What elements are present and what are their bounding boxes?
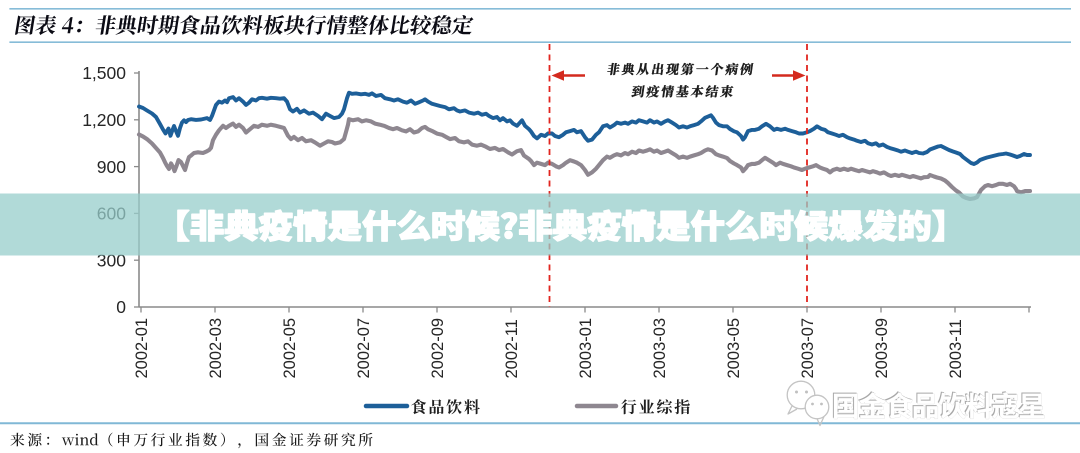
svg-text:2003-11: 2003-11 [947, 319, 965, 378]
svg-text:1,500: 1,500 [82, 63, 126, 83]
svg-text:2002-07: 2002-07 [355, 318, 373, 379]
svg-text:0: 0 [116, 297, 126, 317]
svg-text:2003-09: 2003-09 [873, 318, 891, 379]
svg-text:2002-01: 2002-01 [133, 318, 151, 379]
svg-text:2003-07: 2003-07 [799, 318, 817, 379]
svg-text:2002-11: 2002-11 [503, 319, 521, 378]
svg-text:900: 900 [97, 157, 126, 177]
svg-text:2002-05: 2002-05 [281, 318, 299, 379]
svg-text:1,200: 1,200 [82, 110, 126, 130]
svg-text:2002-03: 2002-03 [207, 318, 225, 379]
svg-text:2003-01: 2003-01 [577, 318, 595, 379]
svg-text:2002-09: 2002-09 [429, 318, 447, 379]
svg-text:2003-03: 2003-03 [651, 318, 669, 379]
svg-text:2003-05: 2003-05 [725, 318, 743, 379]
